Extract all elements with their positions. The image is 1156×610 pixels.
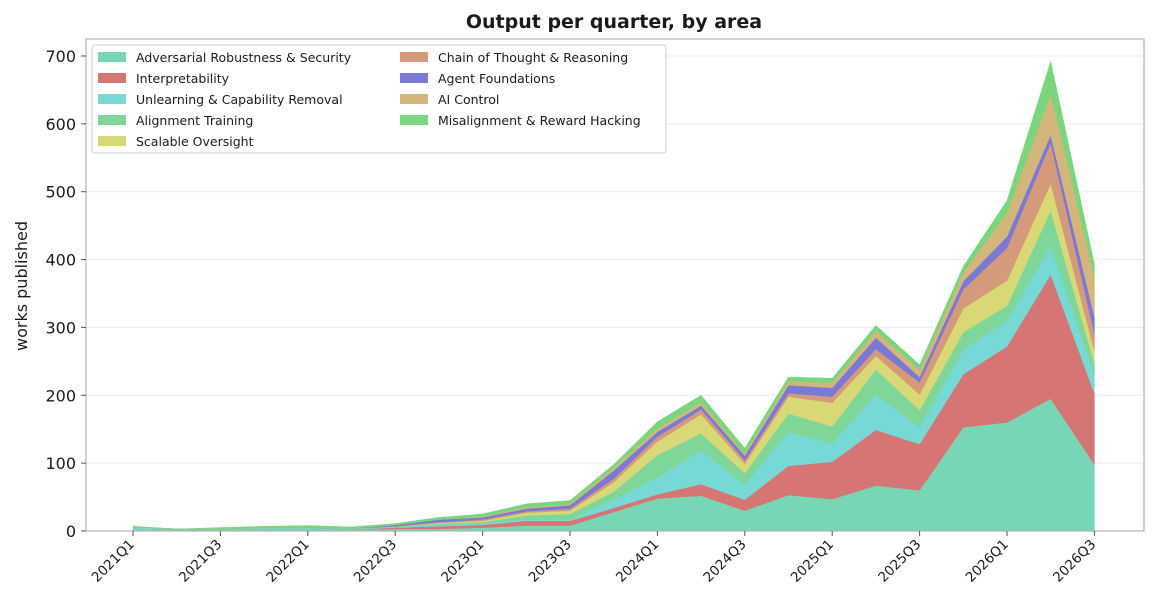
legend-swatch <box>400 115 428 125</box>
y-axis: 0 100 200 300 400 500 600 700 <box>45 47 86 541</box>
legend-swatch <box>400 73 428 83</box>
legend-label: Unlearning & Capability Removal <box>136 92 343 107</box>
legend-label: Chain of Thought & Reasoning <box>438 50 628 65</box>
x-tick-label: 2021Q3 <box>176 537 225 586</box>
x-tick-label: 2025Q3 <box>875 537 924 586</box>
x-tick-label: 2021Q1 <box>89 537 138 586</box>
legend-box <box>91 44 667 154</box>
legend-label: Alignment Training <box>136 113 253 128</box>
chart-title: Output per quarter, by area <box>466 11 762 33</box>
y-axis-label: works published <box>12 221 31 351</box>
y-tick-label: 0 <box>66 522 76 541</box>
x-tick-label: 2025Q1 <box>788 537 837 586</box>
x-tick-label: 2026Q3 <box>1050 537 1099 586</box>
legend-swatch <box>400 52 428 62</box>
legend-label: Agent Foundations <box>438 71 555 86</box>
legend-swatch <box>98 52 126 62</box>
x-tick-label: 2022Q1 <box>263 537 312 586</box>
y-tick-label: 200 <box>45 386 76 405</box>
y-tick-label: 700 <box>45 47 76 66</box>
y-tick-label: 300 <box>45 318 76 337</box>
y-tick-label: 100 <box>45 454 76 473</box>
x-tick-label: 2022Q3 <box>351 537 400 586</box>
x-tick-label: 2024Q1 <box>613 537 662 586</box>
y-tick-label: 400 <box>45 251 76 270</box>
x-tick-label: 2026Q1 <box>963 537 1012 586</box>
y-tick-label: 600 <box>45 115 76 134</box>
legend-label: Scalable Oversight <box>136 134 254 149</box>
legend-label: AI Control <box>438 92 499 107</box>
legend-label: Misalignment & Reward Hacking <box>438 113 641 128</box>
legend-label: Adversarial Robustness & Security <box>136 50 352 65</box>
legend-label: Interpretability <box>136 71 230 86</box>
legend-swatch <box>400 94 428 104</box>
legend-swatch <box>98 94 126 104</box>
plot-area <box>132 60 1095 532</box>
legend-swatch <box>98 136 126 146</box>
legend-swatch <box>98 73 126 83</box>
legend: Adversarial Robustness & Security Interpr… <box>91 44 667 154</box>
x-axis: 2021Q1 2021Q3 2022Q1 2022Q3 2023Q1 2023Q3 2024… <box>89 531 1099 586</box>
x-tick-label: 2024Q3 <box>700 537 749 586</box>
x-tick-label: 2023Q1 <box>438 537 487 586</box>
area-misalignment-reward-hacking <box>132 60 1095 530</box>
plot-frame <box>85 38 1145 532</box>
x-tick-label: 2023Q3 <box>526 537 575 586</box>
y-tick-label: 500 <box>45 183 76 202</box>
legend-swatch <box>98 115 126 125</box>
